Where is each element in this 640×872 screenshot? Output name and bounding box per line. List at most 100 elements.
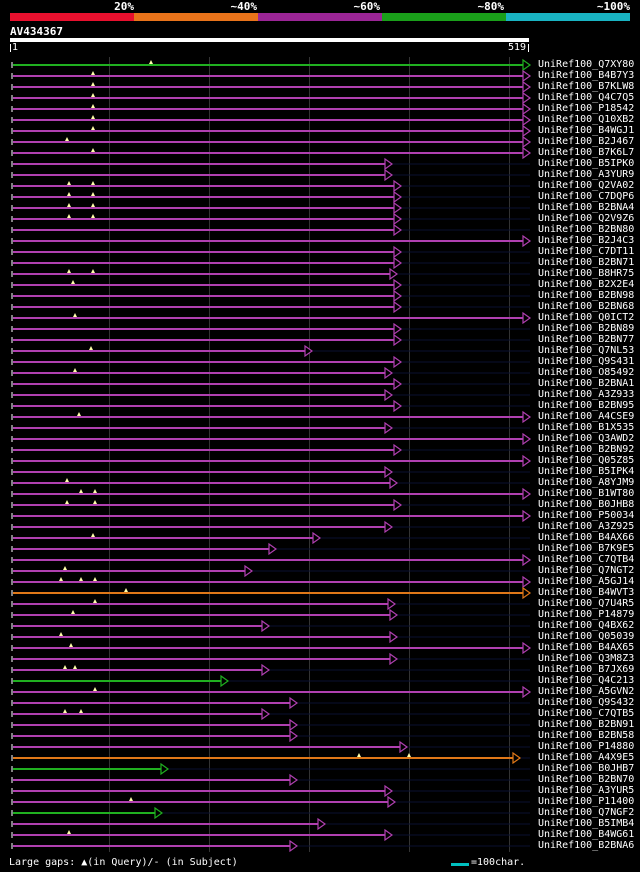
query-gap-triangle-icon (91, 203, 95, 207)
hit-label[interactable]: UniRef100_P14879 (538, 609, 635, 620)
hit-label[interactable]: UniRef100_Q9S431 (538, 356, 635, 367)
hit-arrow-icon (522, 91, 532, 105)
hit-label[interactable]: UniRef100_Q9S432 (538, 697, 635, 708)
hit-label[interactable]: UniRef100_Q3M8Z3 (538, 653, 635, 664)
hit-label[interactable]: UniRef100_Q4C7Q5 (538, 92, 635, 103)
hit-label[interactable]: UniRef100_A3Z925 (538, 521, 635, 532)
hit-arrow-icon (289, 729, 299, 743)
hit-label[interactable]: UniRef100_B1X535 (538, 422, 635, 433)
hit-label[interactable]: UniRef100_B2BN71 (538, 257, 635, 268)
hit-label[interactable]: UniRef100_B2BN98 (538, 290, 635, 301)
hit-label[interactable]: UniRef100_C7DQP6 (538, 191, 635, 202)
hit-label[interactable]: UniRef100_C7QTB4 (538, 554, 635, 565)
hit-label[interactable]: UniRef100_A3Z933 (538, 389, 635, 400)
query-gap-triangle-icon (73, 665, 77, 669)
hit-label[interactable]: UniRef100_B4WVT3 (538, 587, 635, 598)
hit-label[interactable]: UniRef100_B7K9E5 (538, 543, 635, 554)
hit-label[interactable]: UniRef100_P50034 (538, 510, 635, 521)
hit-label[interactable]: UniRef100_B2X2E4 (538, 279, 635, 290)
hit-label[interactable]: UniRef100_B2BN68 (538, 301, 635, 312)
query-gap-triangle-icon (91, 533, 95, 537)
hit-arrow-icon (522, 113, 532, 127)
hit-label[interactable]: UniRef100_B0JHB8 (538, 499, 635, 510)
hit-label[interactable]: UniRef100_A5GVN2 (538, 686, 635, 697)
hit-label[interactable]: UniRef100_Q4C213 (538, 675, 635, 686)
hit-arrow-icon (393, 355, 403, 369)
hit-label[interactable]: UniRef100_B4WGJ1 (538, 125, 635, 136)
hit-label[interactable]: UniRef100_Q2VA02 (538, 180, 635, 191)
hit-arrow-icon (393, 223, 403, 237)
hit-label[interactable]: UniRef100_B2BNA6 (538, 840, 635, 851)
hit-arrow-icon (522, 58, 532, 72)
hit-arrow-icon (389, 476, 399, 490)
hit-label[interactable]: UniRef100_B2BNA4 (538, 202, 635, 213)
hit-label[interactable]: UniRef100_Q05Z85 (538, 455, 635, 466)
hit-label[interactable]: UniRef100_Q2V9Z6 (538, 213, 635, 224)
hit-label[interactable]: UniRef100_Q4BX62 (538, 620, 635, 631)
scale-label-60: ~60% (353, 0, 381, 13)
hit-label[interactable]: UniRef100_B4AX66 (538, 532, 635, 543)
query-gap-triangle-icon (77, 412, 81, 416)
query-gap-triangle-icon (67, 830, 71, 834)
hit-label[interactable]: UniRef100_B2J467 (538, 136, 635, 147)
hit-arrow-icon (387, 597, 397, 611)
query-gap-triangle-icon (129, 797, 133, 801)
hit-label[interactable]: UniRef100_B7KLW8 (538, 81, 635, 92)
hit-arrow-icon (393, 399, 403, 413)
hit-label[interactable]: UniRef100_Q7U4R5 (538, 598, 635, 609)
scale-segment-80 (382, 13, 506, 21)
hit-arrow-icon (522, 487, 532, 501)
hit-arrow-icon (393, 377, 403, 391)
hit-label[interactable]: UniRef100_B1WT80 (538, 488, 635, 499)
hit-label[interactable]: UniRef100_B5IMB4 (538, 818, 635, 829)
hit-label[interactable]: UniRef100_Q7XY80 (538, 59, 635, 70)
query-gap-triangle-icon (91, 126, 95, 130)
hit-label[interactable]: UniRef100_B0JHB7 (538, 763, 635, 774)
hit-label[interactable]: UniRef100_B5IPK0 (538, 158, 635, 169)
hit-arrow-icon (317, 817, 327, 831)
hit-label[interactable]: UniRef100_B2BNA1 (538, 378, 635, 389)
hit-label[interactable]: UniRef100_A5GJ14 (538, 576, 635, 587)
hit-label[interactable]: UniRef100_B2BN91 (538, 719, 635, 730)
hit-label[interactable]: UniRef100_B2BN77 (538, 334, 635, 345)
hit-label[interactable]: UniRef100_B2J4C3 (538, 235, 635, 246)
hit-label[interactable]: UniRef100_B2BN80 (538, 224, 635, 235)
hit-label[interactable]: UniRef100_P18542 (538, 103, 635, 114)
hit-label[interactable]: UniRef100_Q10XB2 (538, 114, 635, 125)
hit-label[interactable]: UniRef100_Q7NL53 (538, 345, 635, 356)
query-end-coord: 519 (508, 42, 527, 53)
hit-label[interactable]: UniRef100_A4CSE9 (538, 411, 635, 422)
hit-label[interactable]: UniRef100_B7K6L7 (538, 147, 635, 158)
hit-label[interactable]: UniRef100_B2BN70 (538, 774, 635, 785)
hit-arrow-icon (154, 806, 164, 820)
hit-label[interactable]: UniRef100_B2BN58 (538, 730, 635, 741)
hit-label[interactable]: UniRef100_B2BN89 (538, 323, 635, 334)
hit-label[interactable]: UniRef100_B4B7Y3 (538, 70, 635, 81)
hit-label[interactable]: UniRef100_Q7NGF2 (538, 807, 635, 818)
hit-label[interactable]: UniRef100_Q05039 (538, 631, 635, 642)
hit-label[interactable]: UniRef100_A8YJM9 (538, 477, 635, 488)
query-gap-text: (in Query)/ (87, 857, 154, 868)
hit-label[interactable]: UniRef100_B4AX65 (538, 642, 635, 653)
hit-label[interactable]: UniRef100_A3YUR9 (538, 169, 635, 180)
hit-label[interactable]: UniRef100_A3YUR5 (538, 785, 635, 796)
hit-arrow-icon (522, 146, 532, 160)
query-gap-triangle-icon (73, 368, 77, 372)
hit-label[interactable]: UniRef100_O85492 (538, 367, 635, 378)
hit-label[interactable]: UniRef100_B2BN92 (538, 444, 635, 455)
hit-label[interactable]: UniRef100_B2BN95 (538, 400, 635, 411)
hit-label[interactable]: UniRef100_C7QTB5 (538, 708, 635, 719)
hit-label[interactable]: UniRef100_Q7NGT2 (538, 565, 635, 576)
hit-label[interactable]: UniRef100_P11400 (538, 796, 635, 807)
hit-label[interactable]: UniRef100_P14880 (538, 741, 635, 752)
hit-label[interactable]: UniRef100_B5IPK4 (538, 466, 635, 477)
hit-arrow-icon (289, 839, 299, 853)
hit-label[interactable]: UniRef100_B8HR75 (538, 268, 635, 279)
hit-label[interactable]: UniRef100_Q3AWD2 (538, 433, 635, 444)
hit-label[interactable]: UniRef100_Q0ICT2 (538, 312, 635, 323)
hit-label[interactable]: UniRef100_A4X9E5 (538, 752, 635, 763)
hit-label[interactable]: UniRef100_C7DT11 (538, 246, 635, 257)
hit-label[interactable]: UniRef100_B7JX69 (538, 664, 635, 675)
hit-label[interactable]: UniRef100_B4WG61 (538, 829, 635, 840)
hit-arrow-icon (399, 740, 409, 754)
